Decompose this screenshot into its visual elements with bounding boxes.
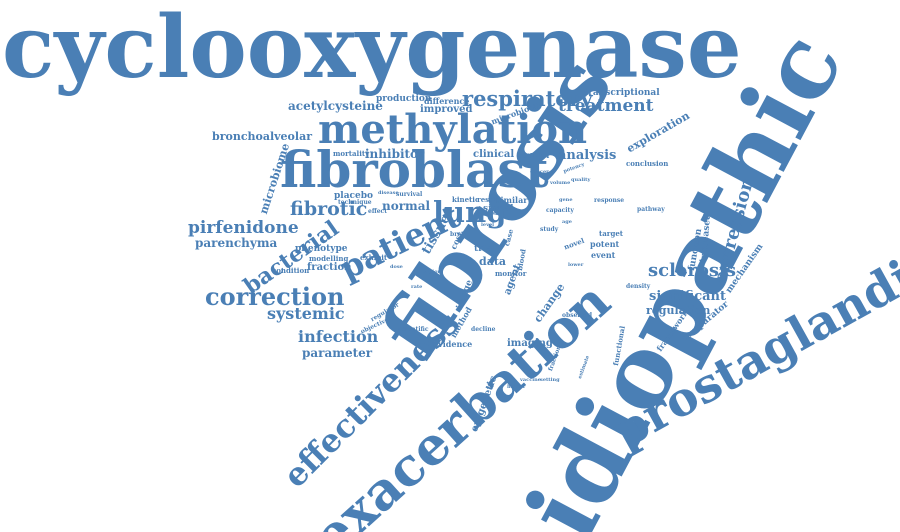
word-quality: quality (571, 177, 591, 183)
word-infection: infection (298, 327, 379, 346)
word-acetylcysteine: acetylcysteine (288, 99, 383, 113)
word-technique: technique (338, 199, 372, 206)
word-higher: higher (507, 384, 526, 390)
word-normal: normal (382, 199, 431, 213)
word-pathway: pathway (637, 206, 665, 213)
word-study: study (540, 226, 559, 233)
word-kinetic: kinetic (452, 195, 480, 204)
word-similar: similar (496, 195, 528, 205)
word-improved: improved (420, 104, 473, 115)
word-placebo: placebo (334, 191, 374, 201)
word-significant: significant (649, 289, 726, 304)
word-control: control (517, 150, 550, 160)
word-dose: dose (390, 264, 403, 270)
word-conclusion: conclusion (626, 159, 669, 168)
word-exhibit: exhibit (360, 253, 388, 262)
word-phenotype: phenotype (295, 244, 348, 254)
word-potent: potent (590, 239, 620, 249)
word-treatment: treatment (558, 96, 654, 116)
word-lung: lung (433, 195, 507, 229)
word-parenchyma: parenchyma (195, 236, 278, 250)
word-region: region (423, 269, 442, 275)
word-cell: cell (528, 344, 539, 350)
word-volume: volume (550, 180, 571, 186)
word-regulation: regulation (646, 304, 711, 317)
word-novel: novel (562, 235, 586, 252)
word-fibrotic: fibrotic (290, 198, 368, 220)
word-result: result (477, 195, 501, 204)
word-analysis: analysis (558, 148, 617, 163)
word-blood: blood (515, 248, 528, 272)
word-methylation: methylation (318, 106, 588, 153)
word-correction: correction (205, 282, 345, 311)
word-transcriptional: transcriptional (584, 88, 660, 98)
word-density: density (626, 283, 651, 290)
word-data: data (479, 255, 507, 268)
word-trial: trial (474, 244, 496, 254)
word-monitor: monitor (495, 269, 527, 278)
word-gene: gene (559, 197, 573, 203)
word-survival: survival (396, 191, 423, 198)
word-level: level (481, 222, 495, 228)
word-cancer: cancer (530, 169, 549, 175)
word-scientific: scientific (398, 326, 429, 333)
word-cyclooxygenase: cyclooxygenase (2, 0, 742, 98)
word-condition: condition (272, 266, 310, 275)
word-response: response (594, 197, 625, 204)
word-modelling: modelling (309, 254, 349, 263)
word-signal: signal (483, 204, 514, 214)
word-production: production (376, 94, 432, 104)
word-effect: effect (368, 208, 387, 215)
word-sclerosis: sclerosis (648, 260, 736, 281)
word-event: event (591, 250, 616, 260)
word-respiratory: respiratory (462, 86, 593, 111)
word-evidence: evidence (433, 339, 473, 349)
word-disease: disease (378, 190, 399, 196)
word-lower: lower (568, 262, 584, 268)
word-parameter: parameter (302, 346, 373, 360)
word-decline: decline (471, 326, 496, 333)
word-imaging: imaging (507, 338, 553, 349)
word-capacity: capacity (546, 207, 574, 214)
word-age: age (562, 219, 572, 225)
word-vaccine: vaccine (520, 377, 541, 383)
word-pirfenidone: pirfenidone (188, 218, 299, 238)
word-difference: difference (424, 96, 470, 106)
word-observed: observed (562, 312, 593, 319)
word-exploration: exploration (624, 108, 692, 156)
word-clinical: clinical (473, 149, 515, 160)
word-reduced: reduced (475, 211, 498, 217)
word-systemic: systemic (267, 304, 345, 323)
word-setting: setting (540, 377, 560, 383)
word-fibroblast: fibroblast (280, 140, 549, 199)
word-bronchoalveolar: bronchoalveolar (212, 130, 312, 143)
word-target: target (599, 229, 624, 238)
word-mortality: mortality (333, 149, 370, 158)
word-fraction: fraction (307, 262, 352, 273)
word-inhibitor: inhibitor (365, 147, 425, 161)
word-rate: rate (411, 284, 423, 290)
word-brct: brct (450, 231, 464, 238)
